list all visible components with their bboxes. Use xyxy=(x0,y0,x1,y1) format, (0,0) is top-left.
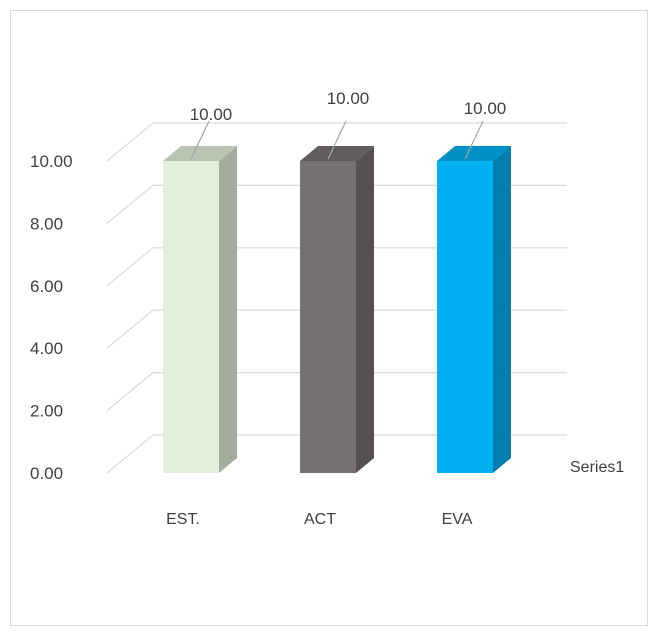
gridlines xyxy=(106,122,567,474)
x-tick-label: EST. xyxy=(166,511,200,528)
bar-front xyxy=(437,161,493,473)
data-label-leader xyxy=(327,120,347,160)
x-axis-labels: EST. ACT EVA xyxy=(166,511,473,528)
y-tick-label: 8.00 xyxy=(30,214,63,233)
x-tick-label: EVA xyxy=(442,511,473,528)
data-labels: 10.00 10.00 10.00 xyxy=(190,89,507,160)
gridline xyxy=(106,184,567,224)
data-label: 10.00 xyxy=(327,89,370,108)
y-tick-label: 10.00 xyxy=(30,152,73,171)
gridline xyxy=(106,309,567,349)
bar-top xyxy=(163,146,237,161)
y-tick-label: 6.00 xyxy=(30,277,63,296)
gridline xyxy=(106,434,567,474)
bar-side xyxy=(493,146,511,473)
bar-eva xyxy=(437,146,511,473)
y-tick-label: 0.00 xyxy=(30,464,63,483)
bar-side xyxy=(356,146,374,473)
bars xyxy=(163,146,511,473)
y-axis-labels: 0.00 2.00 4.00 6.00 8.00 10.00 xyxy=(30,152,73,483)
gridline xyxy=(106,247,567,287)
bar-est xyxy=(163,146,237,473)
y-tick-label: 2.00 xyxy=(30,402,63,421)
gridline xyxy=(106,372,567,412)
data-label: 10.00 xyxy=(464,99,507,118)
data-label-leader xyxy=(190,120,210,160)
bar-act xyxy=(300,146,374,473)
y-tick-label: 4.00 xyxy=(30,339,63,358)
series-label: Series1 xyxy=(570,459,624,476)
bar-top xyxy=(300,146,374,161)
gridline xyxy=(106,122,567,162)
bar-side xyxy=(219,146,237,473)
bar-top xyxy=(437,146,511,161)
bar-front xyxy=(163,161,219,473)
bar-front xyxy=(300,161,356,473)
data-label: 10.00 xyxy=(190,105,233,124)
x-tick-label: ACT xyxy=(304,511,336,528)
data-label-leader xyxy=(464,120,484,160)
